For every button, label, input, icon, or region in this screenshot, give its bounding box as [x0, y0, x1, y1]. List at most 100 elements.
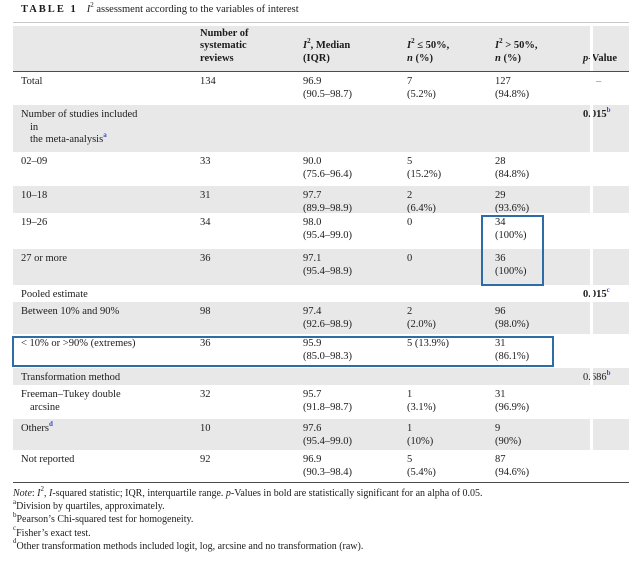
cell-median-iqr: 95.9 (85.0–98.3): [303, 338, 407, 368]
le50-value: (3.1%): [407, 401, 436, 413]
table-row: Between 10% and 90% 98 97.4 (92.6–98.9) 2 (2.…: [13, 302, 629, 334]
gt50-value: 87: [495, 454, 506, 465]
table-row: Pooled estimate 0.015c: [13, 285, 629, 302]
cell-median-iqr: [303, 372, 407, 385]
table-row: Total 134 96.9 (90.5–98.7) 7 (5.2%) 127 (94.8%)…: [13, 72, 629, 105]
cell-le50: 2 (2.0%): [407, 306, 495, 334]
median-iqr-value: 98.0: [303, 217, 322, 228]
le50-value: (15.2%): [407, 168, 442, 180]
gt50-value: 34: [495, 217, 506, 228]
row-label-line: Total: [21, 76, 43, 87]
row-label-line: arcsine: [30, 401, 60, 413]
gt50-value: (100%): [495, 229, 527, 241]
row-label-cell: Transformation method: [13, 372, 200, 385]
row-label-line: < 10% or >90% (extremes): [21, 338, 136, 349]
row-label-line: 10–18: [21, 190, 48, 201]
median-iqr-value: 95.7: [303, 389, 322, 400]
gt50-value: 96: [495, 306, 506, 317]
table-row: 27 or more 36 97.1 (95.4–98.9) 0 36 (100%): [13, 249, 629, 285]
median-iqr-value: 96.9: [303, 76, 322, 87]
row-label-cell: 27 or more: [13, 253, 200, 285]
median-iqr-value: (90.5–98.7): [303, 88, 352, 100]
median-iqr-value: (92.6–98.9): [303, 318, 352, 330]
gt50-value: (98.0%): [495, 318, 530, 330]
cell-le50: [407, 372, 495, 385]
footnote-c: cFisher’s exact test.: [13, 524, 91, 539]
cell-num-reviews: 31: [200, 190, 303, 215]
footnote-b: bPearson’s Chi-squared test for homogene…: [13, 511, 194, 526]
row-label-line: Pooled estimate: [21, 289, 88, 300]
row-label-line: Number of studies included: [21, 109, 138, 120]
median-iqr-value: 97.1: [303, 253, 322, 264]
le50-value: 5: [407, 454, 413, 465]
cell-gt50: 127 (94.8%): [495, 76, 583, 105]
row-label-cell: Freeman–Tukey double arcsine: [13, 389, 200, 419]
footnote-a: aDivision by quartiles, approximately.: [13, 497, 165, 513]
gt50-value: 29: [495, 190, 506, 201]
cell-le50: 5 (15.2%): [407, 156, 495, 186]
le50-value: 0: [407, 217, 413, 228]
cell-gt50: 28 (84.8%): [495, 156, 583, 186]
pvalue: 0.686b: [583, 368, 611, 383]
row-label-cell: 10–18: [13, 190, 200, 215]
median-iqr-value: (95.4–99.0): [303, 435, 352, 447]
table-title: TABLE 1 I2 assessment according to the va…: [21, 1, 299, 15]
cell-gt50: [495, 109, 583, 152]
gt50-value: 31: [495, 389, 506, 400]
gt50-value: 31: [495, 338, 506, 349]
cell-pvalue: 0.015c: [583, 286, 629, 302]
cell-pvalue: 0.686b: [583, 368, 629, 385]
le50-value: (2.0%): [407, 318, 436, 330]
cell-le50: [407, 289, 495, 302]
cell-pvalue: –: [583, 76, 629, 105]
gt50-value: (94.6%): [495, 466, 530, 478]
le50-value: 7: [407, 76, 413, 87]
row-label-cell: Othersd: [13, 420, 200, 450]
le50-value: (5.4%): [407, 466, 436, 478]
num-reviews-value: 92: [200, 454, 211, 465]
table-row: Not reported 92 96.9 (90.3–98.4) 5 (5.4%) 87 (9…: [13, 450, 629, 482]
num-reviews-value: 32: [200, 389, 211, 400]
cell-median-iqr: 95.7 (91.8–98.7): [303, 389, 407, 419]
column-gutter: [590, 73, 593, 482]
cell-gt50: 36 (100%): [495, 253, 583, 285]
cell-gt50: [495, 289, 583, 302]
pvalue: –: [596, 76, 602, 87]
cell-gt50: 9 (90%): [495, 423, 583, 450]
highlight-box-100pct-cells: [481, 215, 544, 286]
cell-median-iqr: 96.9 (90.5–98.7): [303, 76, 407, 105]
median-iqr-value: (91.8–98.7): [303, 401, 352, 413]
median-iqr-value: 90.0: [303, 156, 322, 167]
cell-le50: [407, 109, 495, 152]
row-label-line: Transformation method: [21, 372, 121, 383]
table-row: < 10% or >90% (extremes) 36 95.9 (85.0–98.3…: [13, 334, 629, 368]
footnote-d: dOther transformation methods included l…: [13, 537, 364, 552]
table-body: Total 134 96.9 (90.5–98.7) 7 (5.2%) 127 (94.8%)…: [13, 72, 629, 482]
num-reviews-value: 36: [200, 338, 211, 349]
column-gutter: [590, 26, 593, 71]
le50-value: 2: [407, 306, 413, 317]
row-label-cell: 19–26: [13, 217, 200, 249]
le50-value: 5: [407, 156, 413, 167]
num-reviews-value: 31: [200, 190, 211, 201]
cell-le50: 1 (10%): [407, 423, 495, 450]
median-iqr-value: (75.6–96.4): [303, 168, 352, 180]
median-iqr-value: 95.9: [303, 338, 322, 349]
header-le50: I2 ≤ 50%, n (%): [407, 36, 450, 64]
header-number-of-reviews: Number of systematic reviews: [200, 27, 249, 64]
cell-num-reviews: 36: [200, 338, 303, 368]
cell-num-reviews: 10: [200, 423, 303, 450]
footnote-note: Note: I2, I-squared statistic; IQR, inte…: [13, 484, 483, 499]
table-footnotes: Note: I2, I-squared statistic; IQR, inte…: [13, 484, 629, 553]
pvalue: 0.015b: [583, 105, 611, 120]
cell-le50: 7 (5.2%): [407, 76, 495, 105]
row-label-cell: Not reported: [13, 454, 200, 482]
gt50-value: 127: [495, 76, 511, 87]
row-label-cell: Number of studies included in the meta-ana…: [13, 109, 200, 152]
cell-num-reviews: [200, 109, 303, 152]
gt50-value: 28: [495, 156, 506, 167]
table-title-isquared: I: [86, 4, 91, 15]
cell-pvalue: 0.015b: [583, 105, 629, 152]
num-reviews-value: 10: [200, 423, 211, 434]
cell-median-iqr: 98.0 (95.4–99.0): [303, 217, 407, 249]
